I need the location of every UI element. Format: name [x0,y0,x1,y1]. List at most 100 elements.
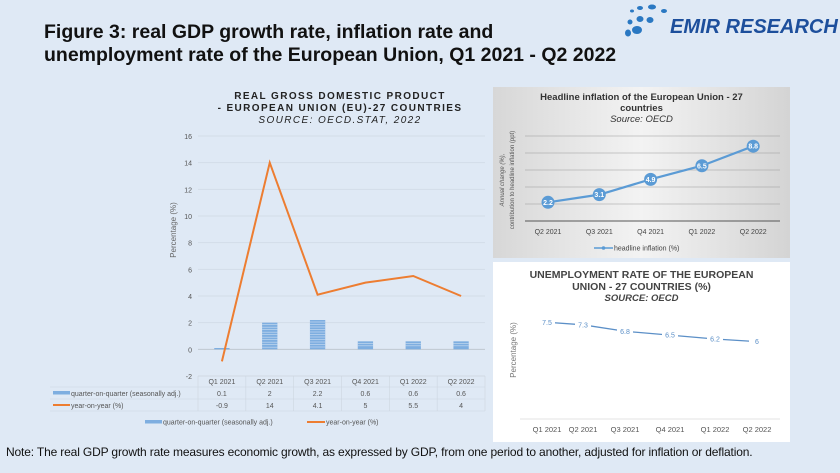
unemployment-data-label: 7.3 [578,322,588,329]
gdp-bar [262,322,278,350]
gdp-legend-label: quarter-on-quarter (seasonally adj.) [163,420,273,427]
gdp-y-tick: 10 [184,214,192,221]
gdp-y-tick: 2 [188,321,192,328]
unemployment-label-bg [707,334,723,344]
gdp-bar [357,341,374,350]
logo-dots-icon [625,4,667,37]
gdp-y-tick: 6 [188,267,192,274]
unemployment-title-line1: UNEMPLOYMENT RATE OF THE EUROPEAN [529,269,754,281]
gdp-table-value: 2.2 [313,391,323,398]
inflation-marker [592,188,606,202]
unemployment-label-bg [662,330,678,340]
unemployment-data-label: 6.8 [620,329,630,336]
unemployment-x-tick: Q2 2021 [569,425,598,434]
inflation-legend-marker [601,246,606,250]
unemployment-x-tick: Q1 2021 [533,425,562,434]
inflation-chart-title: Headline inflation of the European Union… [493,92,790,125]
unemployment-label-bg [749,336,765,346]
figure-title-line2: unemployment rate of the European Union,… [44,44,617,66]
gdp-y-tick: 16 [184,134,192,141]
footnote: Note: The real GDP growth rate measures … [6,445,753,459]
gdp-y-tick: 0 [188,347,192,354]
inflation-y-label-line1: Annual change (%), [500,154,506,208]
gdp-y-tick: 4 [188,294,192,301]
gdp-table-value: 0.6 [361,391,371,398]
unemployment-data-label: 6 [755,339,759,346]
gdp-x-tick: Q2 2022 [448,379,475,386]
gdp-table-value: 5 [363,403,367,410]
gdp-table-value: 5.5 [408,403,418,410]
gdp-x-tick: Q1 2021 [208,379,235,386]
inflation-data-label: 2.2 [543,200,553,207]
gdp-y-tick: -2 [186,374,192,381]
inflation-x-tick: Q3 2021 [586,229,613,236]
logo-text: EMIR RESEARCH [670,16,838,38]
unemployment-subtitle: SOURCE: OECD [604,293,679,304]
gdp-title-line2: - EUROPEAN UNION (EU)-27 COUNTRIES [217,103,463,114]
inflation-y-label-line2: contribution to headline inflation (ppt) [510,131,516,229]
inflation-data-label: 4.9 [646,177,656,184]
figure-title: Figure 3: real GDP growth rate, inflatio… [44,21,616,67]
unemployment-chart-title: UNEMPLOYMENT RATE OF THE EUROPEAN UNION … [493,269,790,305]
unemployment-chart-panel [493,262,790,442]
unemployment-data-label: 6.2 [710,337,720,344]
gdp-bar [405,341,421,350]
gdp-bar [453,341,469,350]
gdp-chart-title: REAL GROSS DOMESTIC PRODUCT - EUROPEAN U… [190,91,490,127]
gdp-table-series-name: quarter-on-quarter (seasonally adj.) [71,391,181,398]
inflation-x-tick: Q2 2022 [740,229,767,236]
gdp-x-tick: Q4 2021 [352,379,379,386]
inflation-chart-panel [493,87,790,258]
unemployment-x-tick: Q4 2021 [656,425,685,434]
inflation-data-label: 8.8 [748,144,758,151]
gdp-x-tick: Q3 2021 [304,379,331,386]
gdp-table-value: 0.6 [408,391,418,398]
unemployment-x-tick: Q1 2022 [701,425,730,434]
inflation-marker [695,159,709,173]
inflation-marker [644,172,658,186]
inflation-title-line1: Headline inflation of the European Union… [540,92,743,103]
gdp-x-tick: Q2 2021 [256,379,283,386]
inflation-x-tick: Q4 2021 [637,229,664,236]
gdp-table-legend-key-bar [53,391,70,395]
gdp-y-tick: 12 [184,187,192,194]
inflation-marker [541,195,555,209]
inflation-data-label: 3.1 [594,192,604,199]
gdp-legend-label: year-on-year (%) [326,420,379,427]
unemployment-x-tick: Q3 2021 [611,425,640,434]
gdp-table-value: 4 [459,403,463,410]
unemployment-data-label: 7.5 [542,320,552,327]
unemployment-title-line2: UNION - 27 COUNTRIES (%) [572,281,711,293]
gdp-bar [214,348,230,350]
inflation-x-tick: Q1 2022 [688,229,715,236]
inflation-x-tick: Q2 2021 [535,229,562,236]
gdp-x-tick: Q1 2022 [400,379,427,386]
inflation-data-label: 6.5 [697,163,707,170]
gdp-legend-key-bar [145,420,162,424]
gdp-table-value: -0.9 [216,403,228,410]
gdp-y-tick: 8 [188,241,192,248]
gdp-y-tick: 14 [184,161,192,168]
inflation-legend-label: headline inflation (%) [614,246,679,253]
figure-title-line1: Figure 3: real GDP growth rate, inflatio… [44,21,494,43]
gdp-table-value: 14 [266,403,274,410]
gdp-table-series-name: year-on-year (%) [71,403,124,410]
gdp-yoy-line [220,159,462,362]
inflation-marker [746,139,760,153]
emir-research-logo: EMIR RESEARCH [610,0,840,42]
unemployment-x-tick: Q2 2022 [743,425,772,434]
unemployment-y-axis-label: Percentage (%) [509,322,518,378]
gdp-table-value: 4.1 [313,403,323,410]
unemployment-label-bg [575,319,591,329]
gdp-table-value: 2 [268,391,272,398]
gdp-table-value: 0.1 [217,391,227,398]
inflation-title-line2: countries [620,103,663,114]
unemployment-label-bg [539,317,555,327]
gdp-table-value: 0.6 [456,391,466,398]
unemployment-label-bg [617,326,633,336]
gdp-y-axis-label: Percentage (%) [169,202,178,258]
unemployment-data-label: 6.5 [665,333,675,340]
gdp-title-line1: REAL GROSS DOMESTIC PRODUCT [234,91,446,102]
inflation-subtitle: Source: OECD [610,114,673,125]
